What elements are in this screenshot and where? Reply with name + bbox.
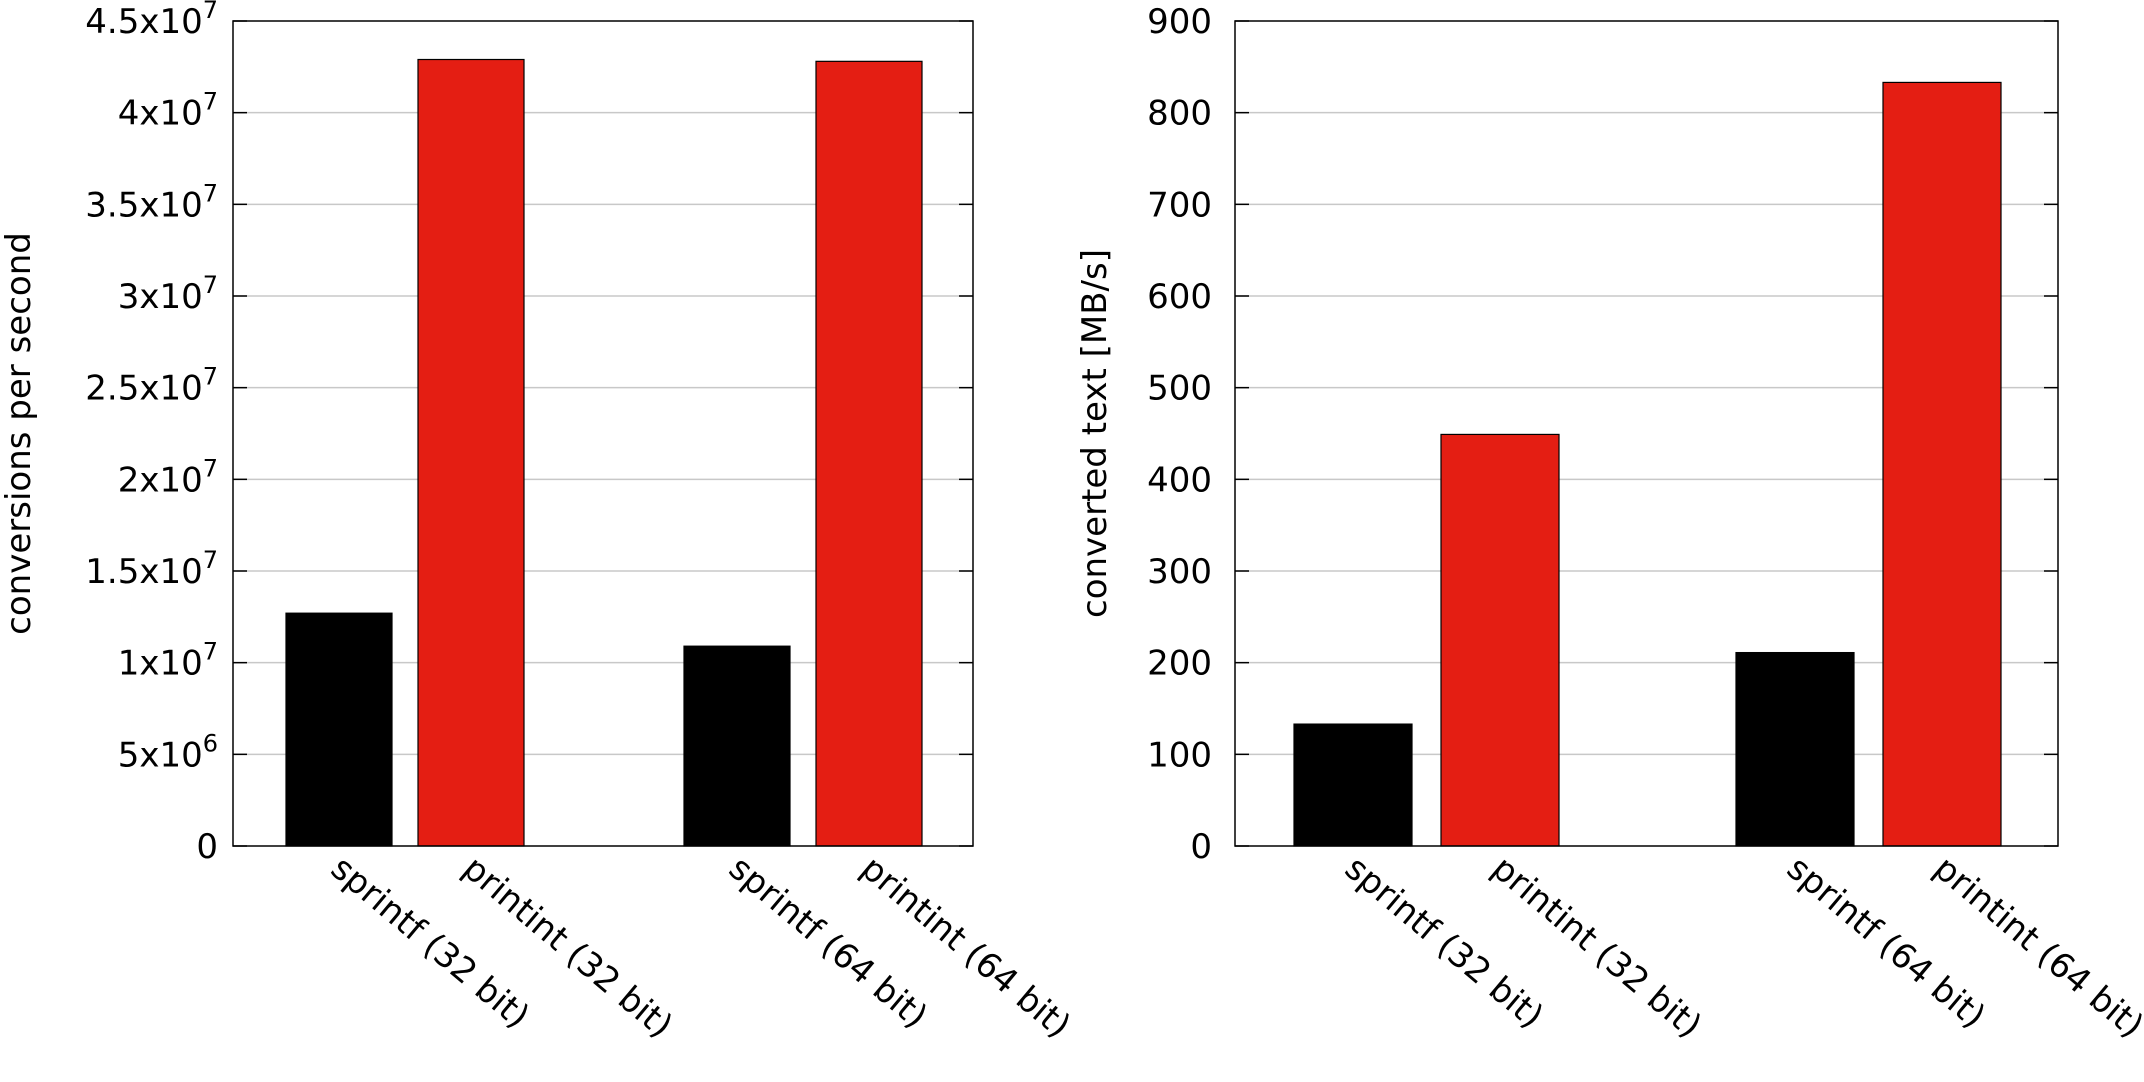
bar-printint-32-bit <box>417 58 525 847</box>
y-tick-label: 1.5x107 <box>85 546 218 592</box>
y-tick-label: 500 <box>1147 369 1212 409</box>
bar-sprintf-32-bit <box>285 612 393 847</box>
plot-frame <box>1234 20 2059 847</box>
y-tick-label: 400 <box>1147 460 1212 500</box>
y-axis-title: converted text [MB/s] <box>1075 249 1115 618</box>
y-tick-label: 4x107 <box>118 88 218 134</box>
bar-printint-32-bit <box>1440 433 1560 847</box>
chart-panel-1: 0 5x106 1x107 1.5x107 2x107 2.5x107 3x107 3.5x1… <box>0 0 1078 1046</box>
bar-sprintf-64-bit <box>683 645 791 847</box>
y-tick-label: 100 <box>1147 735 1212 775</box>
bar-sprintf-32-bit <box>1293 723 1413 847</box>
y-tick-label: 800 <box>1147 94 1212 134</box>
bar-printint-64-bit <box>1882 81 2002 847</box>
y-axis-title: conversions per second <box>0 232 39 635</box>
y-tick-label: 900 <box>1147 2 1212 42</box>
y-tick-label: 0 <box>196 827 218 867</box>
y-tick-label: 0 <box>1190 827 1212 867</box>
plot-frame <box>232 20 974 847</box>
y-tick-label: 4.5x107 <box>85 0 218 42</box>
y-tick-label: 200 <box>1147 644 1212 684</box>
y-tick-label: 1x107 <box>118 638 218 684</box>
y-tick-label: 2x107 <box>118 454 218 500</box>
bar-sprintf-64-bit <box>1735 651 1855 847</box>
y-tick-label: 700 <box>1147 185 1212 225</box>
y-tick-label: 600 <box>1147 277 1212 317</box>
y-tick-label: 3x107 <box>118 271 218 317</box>
y-tick-label: 5x106 <box>118 729 218 775</box>
y-tick-label: 2.5x107 <box>85 363 218 409</box>
y-tick-label: 300 <box>1147 552 1212 592</box>
bar-printint-64-bit <box>815 60 923 847</box>
y-tick-label: 3.5x107 <box>85 179 218 225</box>
